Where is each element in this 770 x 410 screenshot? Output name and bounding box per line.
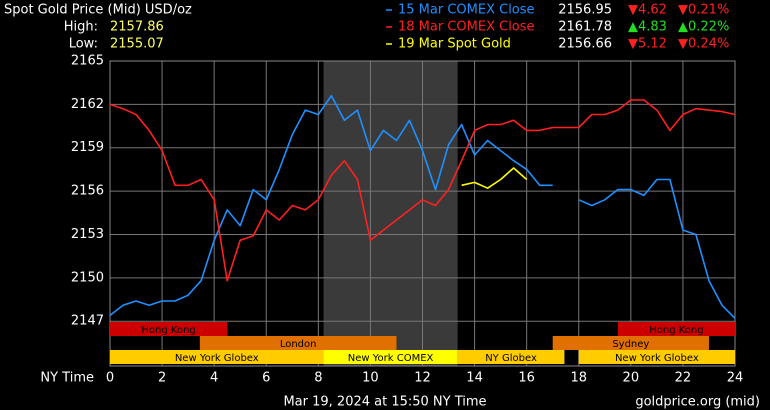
session-label: London <box>280 339 317 350</box>
high-label: High: <box>64 20 98 35</box>
price-line <box>109 99 736 282</box>
x-tick-label: 8 <box>314 371 322 386</box>
session-band <box>110 350 324 364</box>
y-tick-label: 2153 <box>71 227 104 242</box>
x-tick-label: 22 <box>675 371 692 386</box>
session-label: Sydney <box>612 339 649 350</box>
x-tick-label: 0 <box>106 371 114 386</box>
chart-title: Spot Gold Price (Mid) USD/oz <box>4 3 192 18</box>
x-tick-label: 12 <box>414 371 431 386</box>
x-tick-label: 6 <box>262 371 270 386</box>
x-tick-label: 20 <box>623 371 640 386</box>
y-tick-label: 2156 <box>71 184 104 199</box>
session-label: New York COMEX <box>348 353 434 364</box>
legend-last: 2156.66 <box>558 37 612 52</box>
legend-change: ▼5.12 <box>628 37 667 52</box>
legend-pct: ▲0.22% <box>678 20 729 35</box>
session-band <box>457 350 565 364</box>
x-tick-label: 2 <box>158 371 166 386</box>
legend-name: 15 Mar COMEX Close <box>398 3 535 18</box>
source: goldprice.org (mid) <box>635 395 760 410</box>
low-value: 2155.07 <box>110 37 164 52</box>
x-tick-label: 10 <box>362 371 379 386</box>
legend-pct: ▼0.24% <box>678 37 729 52</box>
session-band <box>323 350 458 364</box>
plot-border <box>109 60 736 367</box>
low-label: Low: <box>69 37 98 52</box>
price-line <box>461 167 528 189</box>
x-tick-label: 4 <box>210 371 218 386</box>
x-tick-label: 16 <box>518 371 535 386</box>
legend-name: 18 Mar COMEX Close <box>398 20 535 35</box>
legend-last: 2156.95 <box>558 3 612 18</box>
high-value: 2157.86 <box>110 20 164 35</box>
y-tick-label: 2165 <box>71 54 104 69</box>
session-band <box>552 336 709 350</box>
y-tick-label: 2147 <box>71 314 104 329</box>
x-axis-label: NY Time <box>40 371 94 386</box>
session-band <box>617 322 735 336</box>
x-tick-label: 14 <box>466 371 483 386</box>
session-band <box>199 336 397 350</box>
y-tick-label: 2150 <box>71 270 104 285</box>
x-tick-label: 18 <box>570 371 587 386</box>
footer: Mar 19, 2024 at 15:50 NY Time <box>283 395 486 410</box>
session-band <box>110 322 228 336</box>
legend-last: 2161.78 <box>558 20 612 35</box>
session-label: New York Globex <box>615 353 699 364</box>
session-label: Hong Kong <box>649 325 703 336</box>
legend-change: ▼4.62 <box>628 3 667 18</box>
session-band <box>578 350 735 364</box>
legend-change: ▲4.83 <box>628 20 667 35</box>
legend-pct: ▼0.21% <box>678 3 729 18</box>
shaded-span <box>323 61 458 366</box>
x-tick-label: 24 <box>727 371 744 386</box>
session-label: NY Globex <box>485 353 537 364</box>
legend-name: 19 Mar Spot Gold <box>398 37 511 52</box>
session-label: New York Globex <box>175 353 259 364</box>
y-tick-label: 2162 <box>71 97 104 112</box>
y-tick-label: 2159 <box>71 140 104 155</box>
price-line <box>109 94 736 319</box>
session-label: Hong Kong <box>141 325 195 336</box>
